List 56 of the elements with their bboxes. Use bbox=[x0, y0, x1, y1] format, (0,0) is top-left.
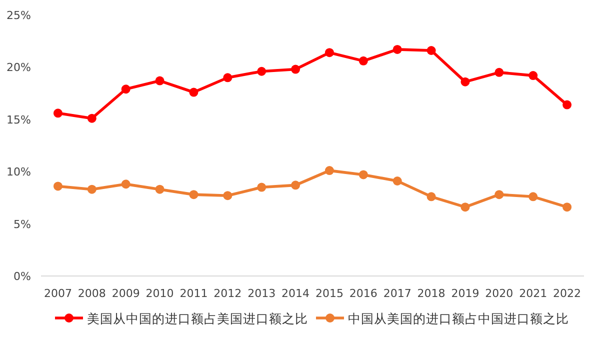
x-tick-label: 2010 bbox=[146, 287, 174, 300]
point bbox=[528, 192, 538, 202]
legend-label: 美国从中国的进口额占美国进口额之比 bbox=[87, 311, 308, 326]
point bbox=[223, 191, 232, 200]
point bbox=[358, 56, 368, 66]
y-tick-label: 20% bbox=[6, 61, 31, 74]
point bbox=[121, 84, 130, 94]
point bbox=[528, 71, 538, 80]
point bbox=[223, 73, 232, 82]
point bbox=[53, 182, 62, 191]
x-tick-label: 2015 bbox=[315, 287, 344, 300]
point bbox=[460, 202, 470, 212]
y-tick-label: 0% bbox=[14, 270, 31, 283]
point bbox=[460, 77, 470, 86]
x-tick-label: 2019 bbox=[451, 287, 480, 300]
point bbox=[257, 66, 266, 76]
x-tick-label: 2021 bbox=[519, 287, 548, 300]
y-tick-label: 15% bbox=[6, 113, 31, 126]
x-tick-label: 2014 bbox=[282, 287, 310, 300]
point bbox=[392, 44, 402, 54]
x-tick-label: 2016 bbox=[349, 287, 378, 300]
x-tick-label: 2022 bbox=[553, 287, 582, 300]
point bbox=[53, 108, 62, 118]
point bbox=[324, 48, 334, 58]
x-tick-label: 2013 bbox=[248, 287, 276, 300]
x-tick-label: 2011 bbox=[180, 287, 208, 300]
point bbox=[291, 180, 300, 190]
legend-label: 中国从美国的进口额占中国进口额之比 bbox=[348, 311, 569, 326]
point bbox=[562, 100, 572, 110]
point bbox=[155, 184, 164, 194]
point bbox=[189, 190, 198, 200]
point bbox=[189, 88, 198, 97]
point bbox=[87, 184, 96, 194]
point bbox=[291, 64, 300, 74]
point bbox=[494, 68, 504, 77]
x-tick-label: 2009 bbox=[112, 287, 140, 300]
x-tick-label: 2008 bbox=[78, 287, 106, 300]
x-tick-label: 2020 bbox=[485, 287, 514, 300]
x-tick-label: 2007 bbox=[44, 287, 72, 300]
point bbox=[324, 166, 334, 176]
point bbox=[257, 182, 266, 192]
point bbox=[426, 46, 436, 55]
point bbox=[121, 180, 130, 189]
point bbox=[155, 76, 164, 86]
y-tick-label: 25% bbox=[6, 9, 31, 22]
x-tick-label: 2018 bbox=[417, 287, 446, 300]
point bbox=[358, 170, 368, 180]
x-tick-label: 2012 bbox=[214, 287, 242, 300]
point bbox=[494, 190, 504, 200]
point bbox=[392, 176, 402, 186]
point bbox=[426, 192, 436, 202]
point bbox=[87, 114, 96, 123]
x-tick-label: 2017 bbox=[383, 287, 412, 300]
y-tick-label: 10% bbox=[6, 166, 31, 179]
y-tick-label: 5% bbox=[14, 218, 31, 231]
point bbox=[562, 202, 572, 212]
